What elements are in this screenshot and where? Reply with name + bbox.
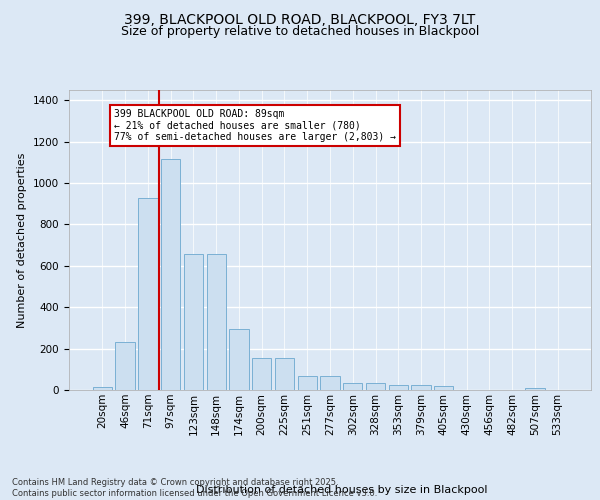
Bar [343, 383, 362, 390]
Bar [434, 386, 454, 390]
Bar [138, 198, 158, 390]
Bar [161, 160, 181, 390]
Bar [389, 385, 408, 390]
Bar [298, 376, 317, 390]
Bar [275, 358, 294, 390]
Bar [412, 385, 431, 390]
Bar [93, 387, 112, 390]
Bar [206, 254, 226, 390]
Bar [252, 358, 271, 390]
Text: 399, BLACKPOOL OLD ROAD, BLACKPOOL, FY3 7LT: 399, BLACKPOOL OLD ROAD, BLACKPOOL, FY3 … [124, 12, 476, 26]
Bar [320, 376, 340, 390]
Text: Contains HM Land Registry data © Crown copyright and database right 2025.
Contai: Contains HM Land Registry data © Crown c… [12, 478, 377, 498]
Bar [525, 388, 545, 390]
Text: Size of property relative to detached houses in Blackpool: Size of property relative to detached ho… [121, 25, 479, 38]
Y-axis label: Number of detached properties: Number of detached properties [17, 152, 28, 328]
Bar [115, 342, 135, 390]
Bar [229, 329, 248, 390]
Bar [184, 254, 203, 390]
Text: 399 BLACKPOOL OLD ROAD: 89sqm
← 21% of detached houses are smaller (780)
77% of : 399 BLACKPOOL OLD ROAD: 89sqm ← 21% of d… [114, 108, 396, 142]
Text: Distribution of detached houses by size in Blackpool: Distribution of detached houses by size … [196, 485, 488, 495]
Bar [366, 383, 385, 390]
